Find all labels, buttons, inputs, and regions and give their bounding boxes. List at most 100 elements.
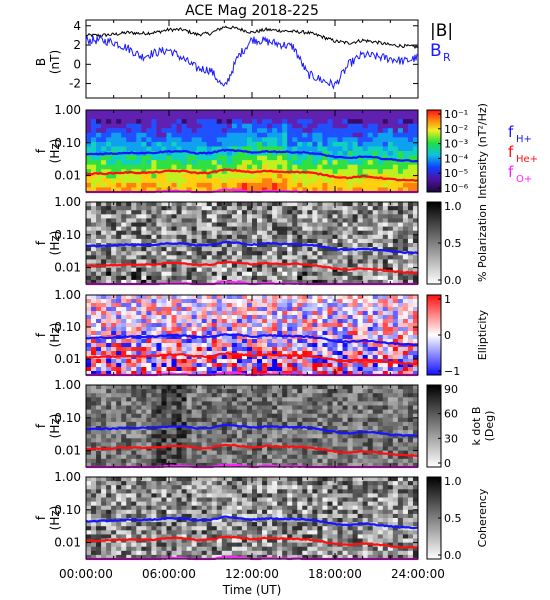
y-tick-label: 0 [73,57,81,71]
y-tick-label: 1.00 [54,378,81,392]
ellipticity-cells [86,295,419,376]
panel-wave-normal-angle: 1.00 0.10 0.01 f (Hz) 90 60 30 0 k dot B (Deg) [34,378,496,470]
x-tick-label: 06:00:00 [142,567,196,581]
y-tick-label: 4 [73,19,81,33]
colorbar-tick-label: 30 [444,432,458,445]
coherency-cells [86,477,419,560]
colorbar-tick-label: 10⁻⁶ [444,182,469,195]
y-tick-label: 1.00 [54,288,81,302]
wave-normal-angle-ylabel: f [34,423,48,428]
polarization-f-h-line [85,240,419,255]
y-tick-label: 0.01 [54,261,81,275]
wave-normal-angle-colorbar-label: k dot B [470,407,483,446]
wave-normal-angle-cells [86,385,419,468]
polarization-colorbar-label: % Polarization [476,204,489,282]
colorbar-tick-label: 10⁻⁵ [444,167,468,180]
power-spectrum-colorbar [426,109,442,193]
colorbar-tick-label: 90 [444,383,458,396]
coherency-f-h-line [85,515,419,530]
coherency-ylabel-unit: (Hz) [48,506,62,531]
colorbar-tick-label: 10⁻² [444,123,468,136]
frequency-legend: f H+ f He+ f O+ [508,123,538,185]
y-tick-label: 1.00 [54,103,81,117]
colorbar-tick-label: 0.5 [444,237,462,250]
legend-f-o: f [508,163,514,181]
panel-ellipticity: 1.00 0.10 0.01 f (Hz) 1 0 −1 Ellipticity [34,288,489,378]
wave-normal-angle-colorbar-label-unit: (Deg) [483,411,496,442]
power-spectrum-colorbar-label: Intensity (nT²/Hz) [476,103,489,199]
y-tick-label: 0.10 [54,228,81,242]
wave-normal-angle-ylabel-unit: (Hz) [48,414,62,439]
wave-normal-angle-colorbar [426,384,442,468]
b-field-y-ticks: 4 2 0 -2 [69,19,418,91]
panel-polarization: 1.00 0.10 0.01 f (Hz) 1.0 0.5 0.0 % Polarization [34,195,489,287]
power-spectrum-cells [86,110,419,193]
polarization-cells [86,202,419,285]
ellipticity-ylabel: f [34,332,48,337]
wave-normal-angle-f-he-line [85,443,419,458]
panel-power-spectrum: 1.00 0.10 0.01 f (Hz) 10⁻¹ 10⁻² 10⁻³10⁻⁴ 10⁻⁵ 10⁻… [34,103,489,199]
coherency-colorbar-label: Coherency [476,488,489,547]
colorbar-tick-label: 60 [444,408,458,421]
ellipticity-colorbar-label: Ellipticity [476,309,489,360]
power-spectrum-ylabel: f [34,148,48,153]
y-tick-label: 0.01 [54,536,81,550]
y-tick-label: 0.01 [54,444,81,458]
ellipticity-ylabel-unit: (Hz) [48,323,62,348]
colorbar-tick-label: 1.0 [444,475,462,488]
y-tick-label: 2 [73,38,81,52]
y-tick-label: 0.10 [54,503,81,517]
coherency-f-he-line [85,535,418,549]
colorbar-tick-label: 0.0 [444,549,462,562]
power-spectrum-f-h-line [85,148,419,163]
series-b-r-line [85,34,419,90]
x-axis-label: Time (UT) [222,583,282,597]
colorbar-tick-label: 10⁻¹ [444,108,468,121]
x-tick-label: 18:00:00 [308,567,362,581]
x-tick-label: 24:00:00 [391,567,445,581]
x-tick-label: 12:00:00 [225,567,279,581]
ellipticity-f-he-line [85,351,419,366]
y-tick-label: 0.10 [54,411,81,425]
polarization-ylabel: f [34,240,48,245]
colorbar-tick-label: 0.5 [444,512,462,525]
b-field-ylabel-unit: (nT) [48,50,62,74]
spectrogram-panels: 1.000.100.01f (Hz)10⁻¹10⁻²10⁻³10⁻⁴10⁻⁵10⁻… [34,103,496,562]
colorbar-tick-label: 10⁻⁴ [444,152,469,165]
legend-f-he: f [508,143,514,161]
x-axis-ticks: 00:00:00 06:00:00 12:00:00 18:00:00 24:00:00 [59,20,445,581]
y-tick-label: 0.10 [54,136,81,150]
panel-coherency: 1.00 0.10 0.01 f (Hz) 1.0 0.5 0.0 Coherency [34,470,489,562]
b-field-ylabel: B [34,58,48,66]
legend-b-abs: |B| [430,21,453,41]
coherency-ylabel: f [34,515,48,520]
legend-b-r: B [430,41,442,61]
chart-title: ACE Mag 2018-225 [185,3,319,19]
y-tick-label: 0.01 [54,352,81,366]
colorbar-tick-label: 0 [444,457,451,470]
series-b-abs-line [85,25,419,50]
legend-f-he-sub: He+ [516,154,538,165]
colorbar-tick-label: −1 [444,365,460,378]
y-tick-label: 0.10 [54,320,81,334]
colorbar-tick-label: 0 [444,329,451,342]
colorbar-tick-label: 10⁻³ [444,138,468,151]
power-spectrum-ylabel-unit: (Hz) [48,139,62,164]
power-spectrum-f-he-line [85,168,419,182]
colorbar-tick-label: 1.0 [444,200,462,213]
colorbar-tick-label: 0.0 [444,274,462,287]
legend-f-o-sub: O+ [516,174,532,185]
panel-b-field: 4 2 0 -2 B (nT) |B| B R [34,19,453,99]
ellipticity-f-h-line [85,333,419,347]
legend-f-h: f [508,123,514,141]
y-tick-label: 1.00 [54,195,81,209]
legend-b-r-sub: R [443,51,451,64]
polarization-ylabel-unit: (Hz) [48,231,62,256]
y-tick-label: 0.01 [54,169,81,183]
legend-f-h-sub: H+ [516,134,532,145]
y-tick-label: -2 [69,77,81,91]
x-tick-label: 00:00:00 [59,567,113,581]
wave-normal-angle-f-h-line [85,423,418,438]
b-field-lines [85,25,419,90]
